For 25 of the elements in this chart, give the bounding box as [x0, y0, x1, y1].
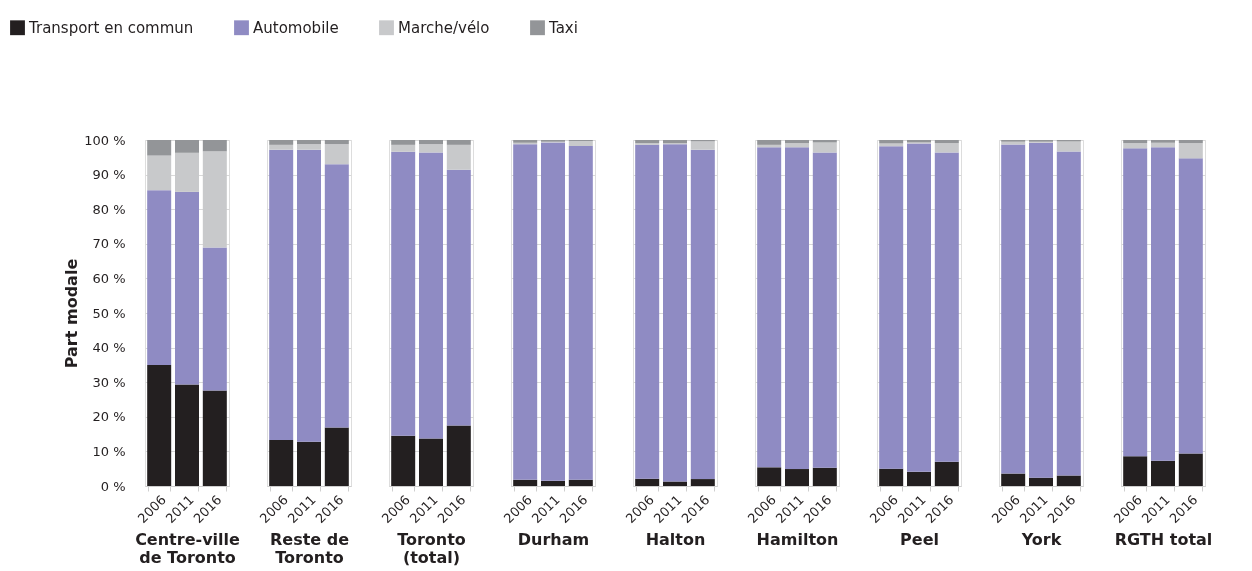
- x-axis-title: Hamilton: [756, 530, 839, 550]
- legend-label: Taxi: [548, 18, 578, 37]
- y-tick-label: 40 %: [92, 340, 126, 356]
- y-tick-label: 80 %: [92, 201, 126, 217]
- x-axis-title: Peel: [900, 530, 939, 550]
- y-tick-label: 0 %: [100, 478, 126, 494]
- y-tick-label: 30 %: [92, 374, 126, 390]
- y-tick-label: 100 %: [84, 132, 126, 148]
- x-axis-title: Durham: [517, 530, 590, 550]
- legend-label: Automobile: [253, 18, 339, 37]
- x-axis-title: York: [1020, 530, 1062, 550]
- x-axis-title: Centre-ville de Toronto: [135, 530, 241, 568]
- y-tick-label: 60 %: [92, 270, 126, 286]
- y-tick-label: 10 %: [92, 443, 126, 459]
- legend-label: Transport en commun: [28, 18, 194, 37]
- x-axis-title: RGTH total: [1114, 530, 1213, 550]
- x-axis-title: Reste de Toronto: [269, 530, 350, 568]
- x-axis-title: Toronto (total): [397, 530, 466, 568]
- y-axis-title: Part modale: [62, 258, 82, 369]
- x-axis-title: Halton: [645, 530, 706, 550]
- y-tick-label: 50 %: [92, 305, 126, 321]
- y-tick-label: 20 %: [92, 409, 126, 425]
- legend-label: Marche/vélo: [398, 18, 490, 37]
- y-tick-label: 90 %: [92, 167, 126, 183]
- y-tick-label: 70 %: [92, 236, 126, 252]
